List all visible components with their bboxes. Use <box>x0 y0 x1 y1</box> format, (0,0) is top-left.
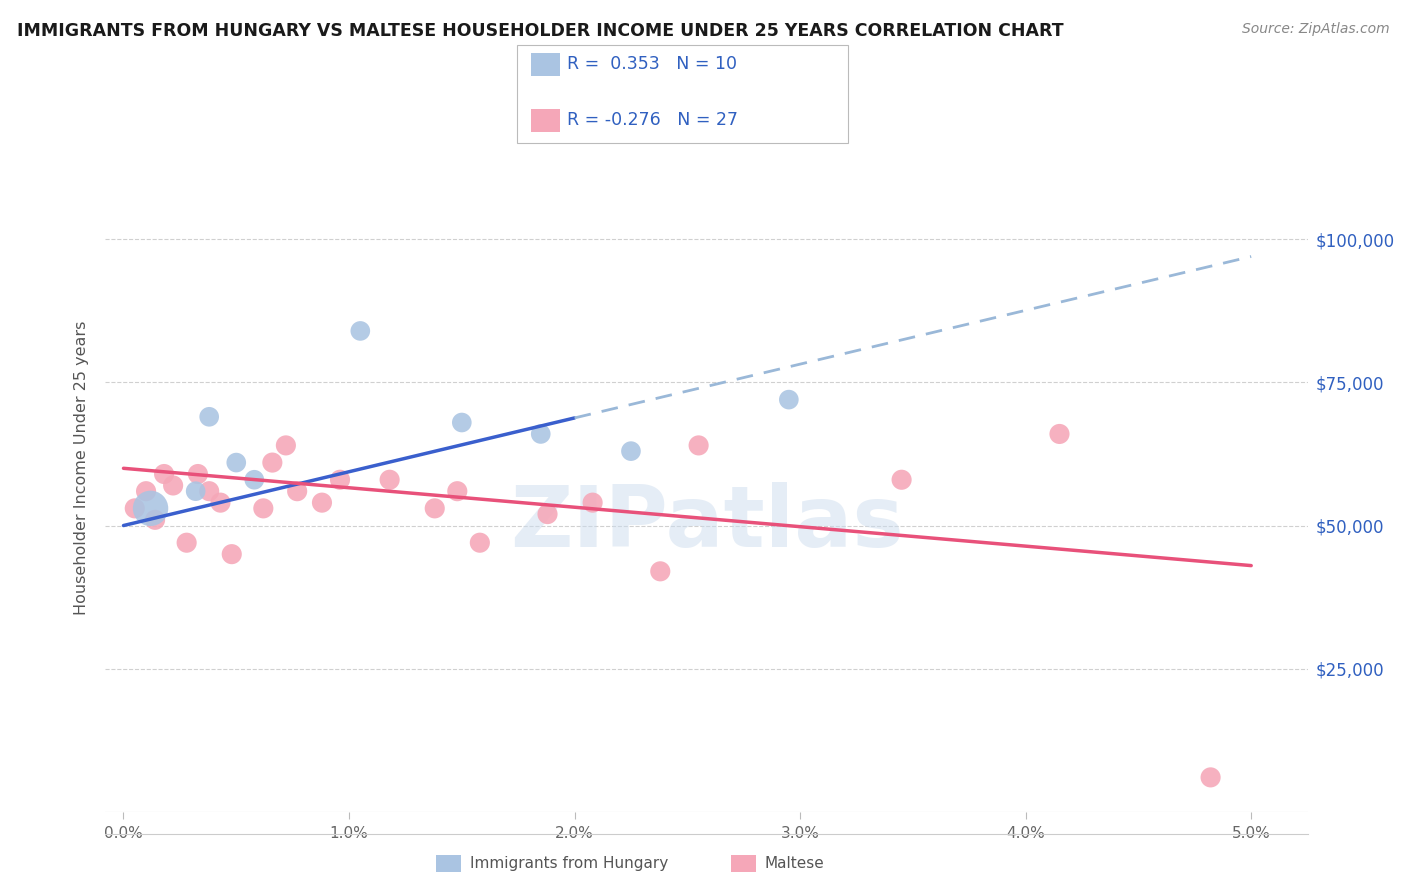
Point <box>252 501 274 516</box>
Point <box>1199 770 1222 785</box>
Text: R =  0.353   N = 10: R = 0.353 N = 10 <box>567 55 737 73</box>
Point <box>139 501 162 516</box>
Point <box>688 438 710 452</box>
Point <box>311 495 333 509</box>
Point <box>243 473 266 487</box>
Point <box>153 467 176 481</box>
Point <box>778 392 800 407</box>
Point <box>890 473 912 487</box>
Point <box>378 473 401 487</box>
Point <box>530 426 553 441</box>
Point <box>581 495 603 509</box>
Point <box>198 409 221 424</box>
Point <box>187 467 209 481</box>
Point <box>349 324 371 338</box>
Point <box>274 438 297 452</box>
Point <box>198 484 221 499</box>
Point <box>209 495 232 509</box>
Point <box>536 507 558 521</box>
Point <box>184 484 207 499</box>
Text: Immigrants from Hungary: Immigrants from Hungary <box>470 856 668 871</box>
Point <box>329 473 352 487</box>
Text: IMMIGRANTS FROM HUNGARY VS MALTESE HOUSEHOLDER INCOME UNDER 25 YEARS CORRELATION: IMMIGRANTS FROM HUNGARY VS MALTESE HOUSE… <box>17 22 1063 40</box>
Point <box>225 456 247 470</box>
Point <box>135 484 157 499</box>
Point <box>423 501 446 516</box>
Point <box>221 547 243 561</box>
Point <box>285 484 308 499</box>
Text: ZIPatlas: ZIPatlas <box>509 482 904 565</box>
Point <box>162 478 184 492</box>
Point <box>446 484 468 499</box>
Point <box>468 535 491 549</box>
Point <box>176 535 198 549</box>
Y-axis label: Householder Income Under 25 years: Householder Income Under 25 years <box>75 321 90 615</box>
Text: Maltese: Maltese <box>765 856 824 871</box>
Text: R = -0.276   N = 27: R = -0.276 N = 27 <box>567 112 738 129</box>
Point <box>124 501 146 516</box>
Text: Source: ZipAtlas.com: Source: ZipAtlas.com <box>1241 22 1389 37</box>
Point <box>650 565 672 579</box>
Point <box>450 416 472 430</box>
Point <box>262 456 284 470</box>
Point <box>143 513 166 527</box>
Point <box>1049 426 1071 441</box>
Point <box>620 444 643 458</box>
